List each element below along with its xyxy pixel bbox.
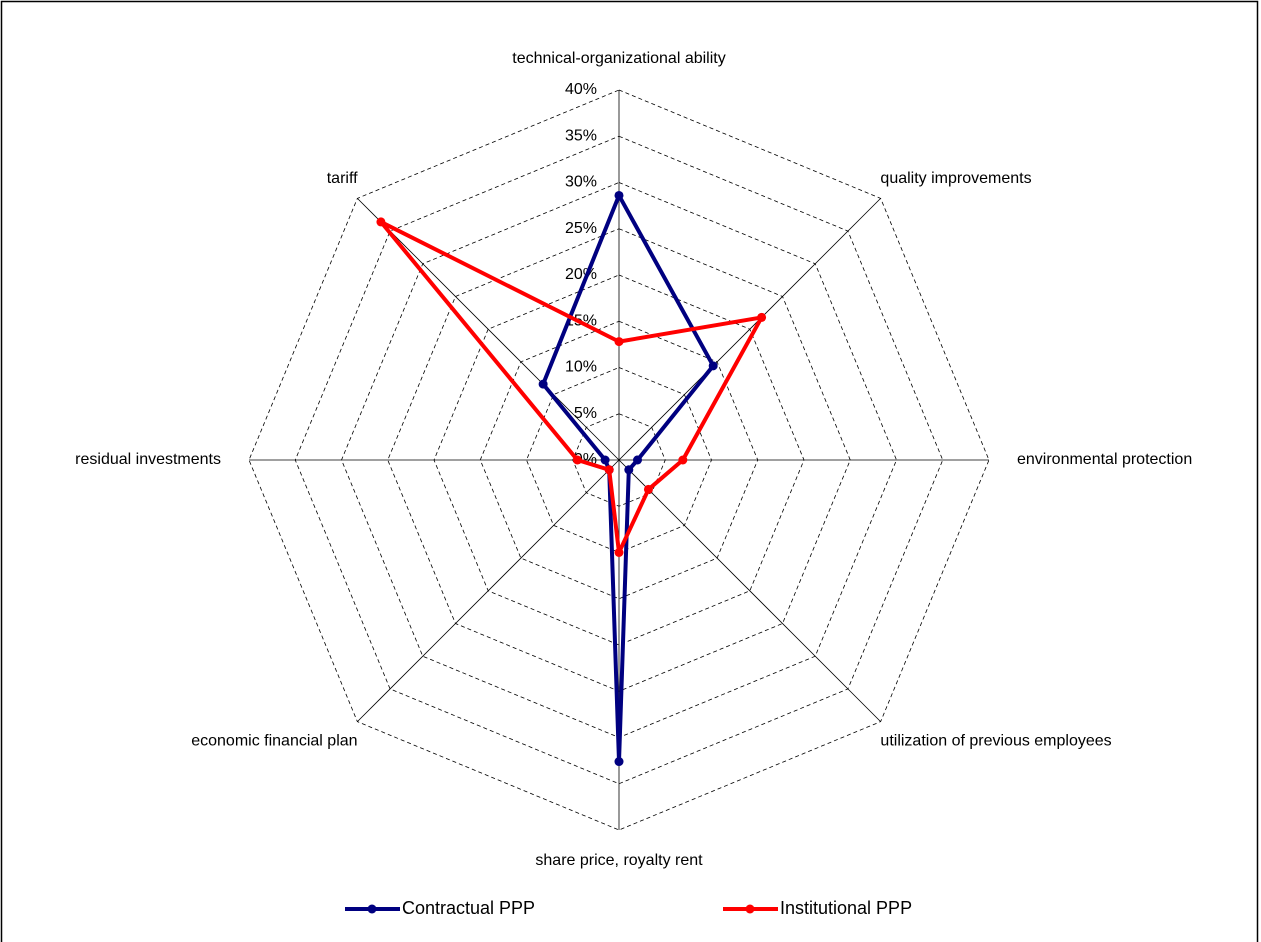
category-label: technical-organizational ability — [512, 50, 725, 67]
data-point — [600, 455, 610, 465]
r-tick-label: 10% — [565, 359, 597, 376]
r-tick-label: 5% — [574, 405, 597, 422]
legend-label: Contractual PPP — [402, 898, 535, 918]
legend-marker — [745, 904, 755, 914]
r-tick-label: 30% — [565, 174, 597, 191]
spoke — [357, 198, 620, 461]
spoke — [618, 459, 881, 722]
r-tick-label: 35% — [565, 127, 597, 144]
r-tick-label: 25% — [565, 220, 597, 237]
data-point — [604, 465, 614, 475]
grid-ring — [479, 320, 759, 600]
r-tick-label: 40% — [565, 81, 597, 98]
data-point — [624, 465, 634, 475]
data-point — [376, 217, 386, 227]
data-point — [757, 312, 767, 322]
data-point — [572, 455, 582, 465]
legend-marker — [367, 904, 377, 914]
spoke — [357, 459, 620, 722]
data-point — [678, 455, 688, 465]
data-point — [708, 361, 718, 371]
data-point — [614, 757, 624, 767]
data-point — [614, 190, 624, 200]
r-tick-label: 20% — [565, 266, 597, 283]
data-point — [633, 455, 642, 465]
category-label: tariff — [327, 170, 358, 187]
data-point — [614, 337, 624, 347]
category-label: share price, royalty rent — [535, 852, 703, 869]
category-label: quality improvements — [880, 170, 1031, 187]
data-point — [643, 484, 653, 494]
category-label: utilization of previous employees — [880, 733, 1111, 750]
legend-label: Institutional PPP — [780, 898, 912, 918]
category-label: environmental protection — [1017, 451, 1192, 468]
category-label: economic financial plan — [191, 733, 357, 750]
data-point — [614, 548, 624, 557]
data-point — [538, 379, 548, 389]
grid-ring — [294, 135, 944, 785]
spoke — [618, 198, 881, 461]
category-label: residual investments — [75, 451, 221, 468]
